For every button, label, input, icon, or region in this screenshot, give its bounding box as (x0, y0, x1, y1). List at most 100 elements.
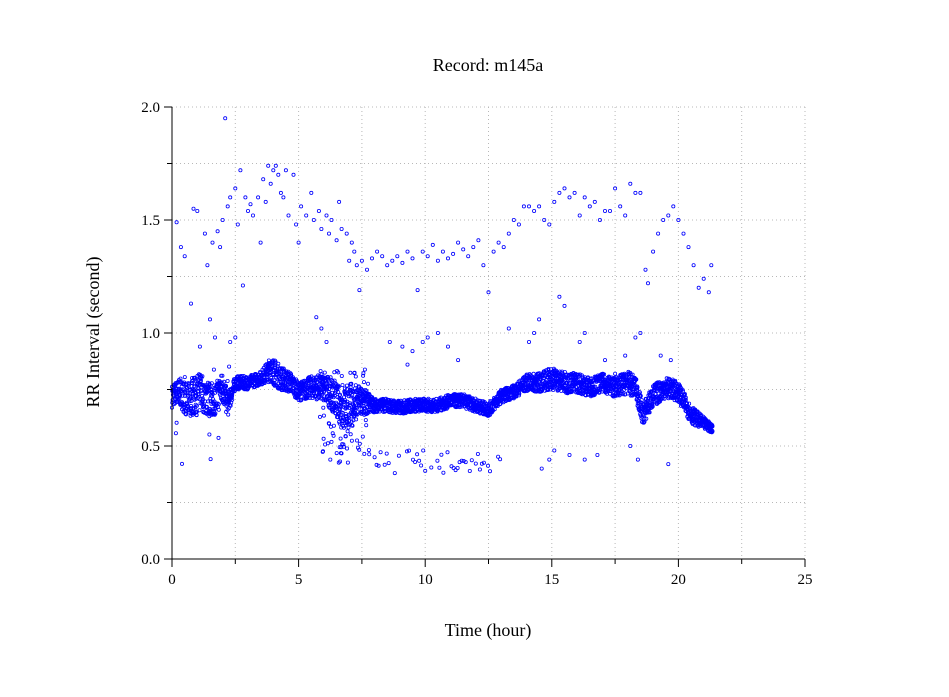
data-point (435, 458, 440, 463)
data-point (299, 397, 304, 402)
data-point (348, 370, 353, 375)
data-point (223, 116, 228, 121)
data-point (200, 393, 205, 398)
data-point (608, 389, 613, 394)
data-point (613, 371, 618, 376)
data-point (345, 429, 350, 434)
data-point (331, 433, 336, 438)
data-point (321, 405, 326, 410)
data-point (419, 463, 424, 468)
data-point (661, 217, 666, 222)
data-point (496, 240, 501, 245)
data-point (376, 463, 381, 468)
data-point (208, 457, 213, 462)
data-point (349, 240, 354, 245)
data-point (374, 462, 379, 467)
data-point (681, 231, 686, 236)
data-point (706, 290, 711, 295)
data-point (238, 168, 243, 173)
data-point (658, 399, 663, 404)
data-point (647, 410, 652, 415)
x-tick-label: 0 (168, 572, 176, 588)
data-point (311, 217, 316, 222)
data-point (683, 395, 688, 400)
data-point (361, 373, 366, 378)
data-point (435, 258, 440, 263)
data-point (296, 240, 301, 245)
data-point (331, 423, 336, 428)
data-point (354, 263, 359, 268)
data-point (595, 452, 600, 457)
data-point (346, 425, 351, 430)
data-point (630, 372, 635, 377)
data-point (350, 423, 355, 428)
data-point (337, 392, 342, 397)
data-point (224, 384, 229, 389)
data-point (220, 373, 225, 378)
data-point (459, 404, 464, 409)
data-point (263, 199, 268, 204)
data-point (319, 326, 324, 331)
data-point (685, 401, 690, 406)
data-point (336, 370, 341, 375)
data-point (597, 217, 602, 222)
data-point (361, 406, 366, 411)
data-point (341, 444, 346, 449)
data-point (177, 396, 182, 401)
data-point (192, 384, 197, 389)
data-point (276, 385, 281, 390)
data-point (651, 249, 656, 254)
data-point (326, 389, 331, 394)
data-point (642, 419, 647, 424)
data-point (417, 458, 422, 463)
data-point (437, 465, 442, 470)
data-point (354, 417, 359, 422)
data-point (210, 240, 215, 245)
data-points (169, 116, 715, 476)
data-point (616, 378, 621, 383)
data-point (205, 263, 210, 268)
data-point (638, 330, 643, 335)
x-tick-label: 25 (798, 572, 813, 588)
data-point (276, 361, 281, 366)
data-point (666, 213, 671, 218)
data-point (537, 204, 542, 209)
data-point (174, 420, 179, 425)
data-point (359, 258, 364, 263)
data-point (623, 392, 628, 397)
data-point (201, 402, 206, 407)
data-point (457, 405, 462, 410)
data-point (656, 231, 661, 236)
data-point (593, 384, 598, 389)
data-point (179, 461, 184, 466)
data-point (351, 390, 356, 395)
data-point (324, 213, 329, 218)
data-point (639, 398, 644, 403)
data-point (400, 344, 405, 349)
data-point (360, 434, 365, 439)
data-point (686, 245, 691, 250)
data-point (182, 375, 187, 380)
data-point (577, 213, 582, 218)
data-point (250, 213, 255, 218)
data-point (551, 387, 556, 392)
data-point (200, 374, 205, 379)
data-point (367, 452, 372, 457)
data-point (364, 423, 369, 428)
data-point (321, 413, 326, 418)
data-point (339, 451, 344, 456)
data-point (410, 457, 415, 462)
data-point (178, 245, 183, 250)
data-point (299, 204, 304, 209)
data-point (207, 317, 212, 322)
data-point (317, 414, 322, 419)
data-point (191, 206, 196, 211)
data-point (314, 397, 319, 402)
data-point (423, 468, 428, 473)
data-point (380, 254, 385, 259)
data-point (273, 359, 278, 364)
data-point (633, 190, 638, 195)
data-point (207, 432, 212, 437)
data-point (445, 256, 450, 261)
